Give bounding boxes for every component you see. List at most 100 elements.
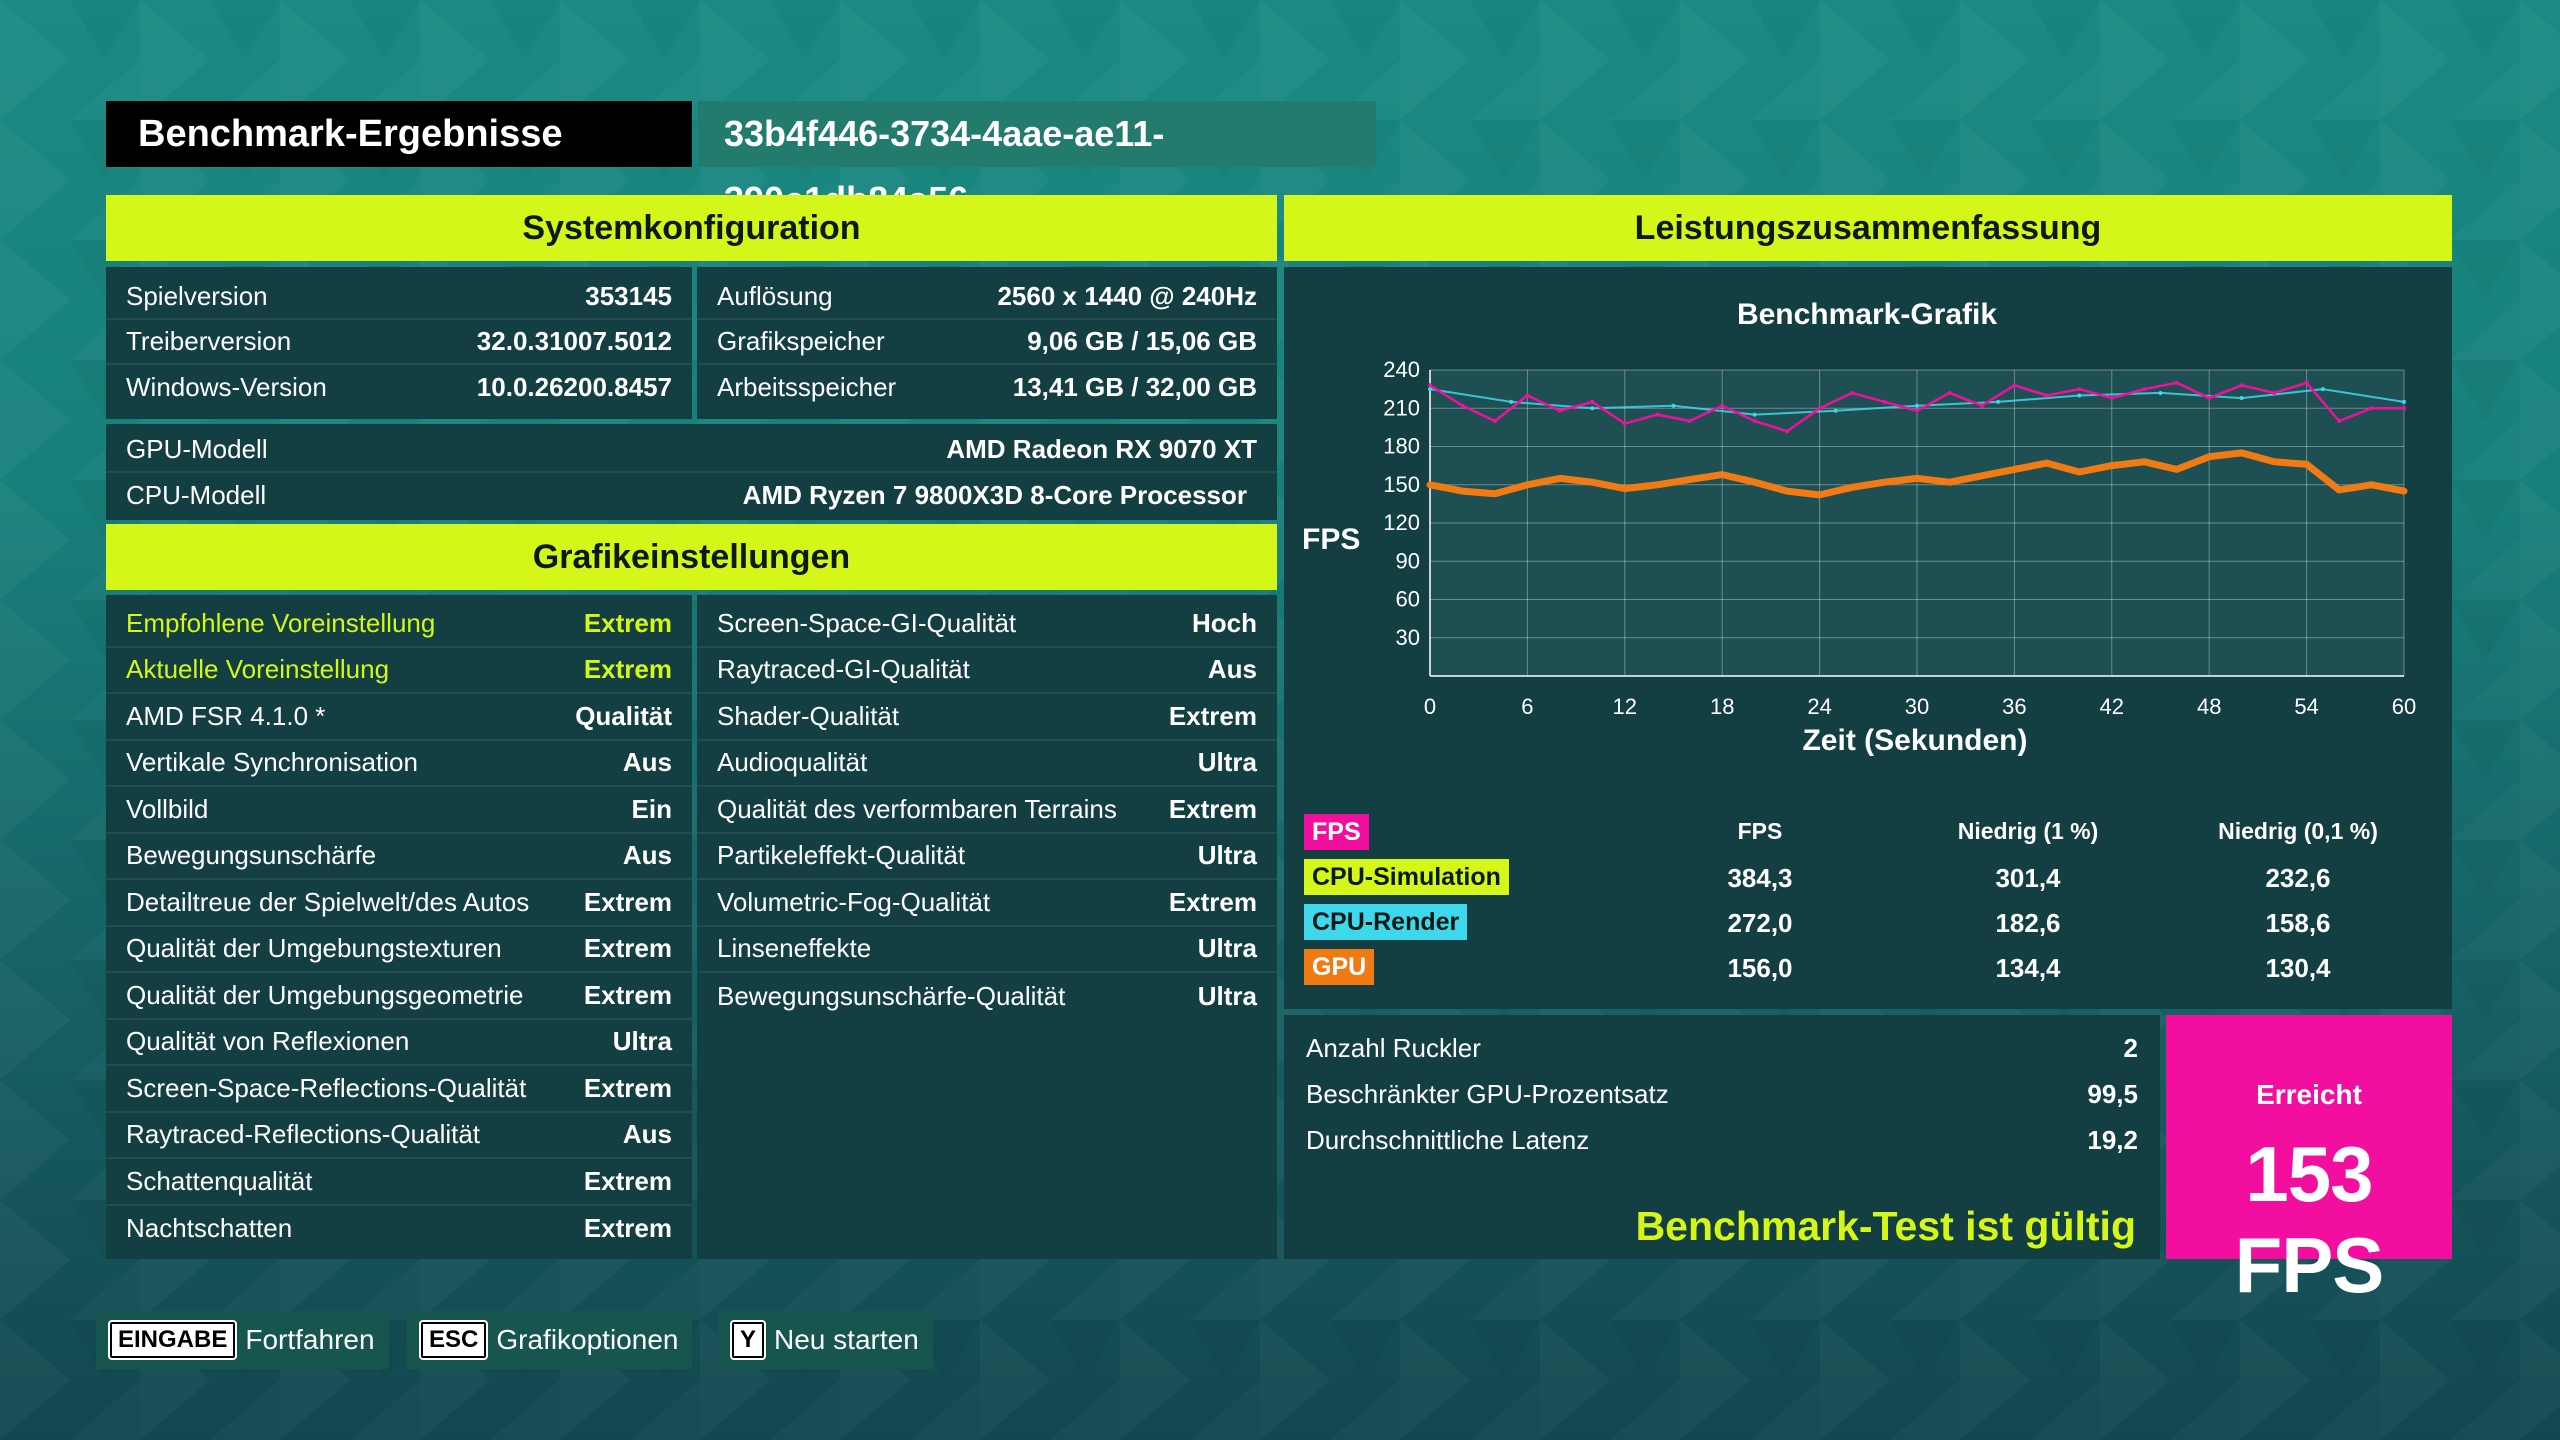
row-resolution: Auflösung 2560 x 1440 @ 240Hz [697,275,1277,320]
chart-x-tick-label: 6 [1521,694,1533,719]
continue-button[interactable]: EINGABE Fortfahren [96,1311,389,1369]
chart-y-tick-label: 150 [1383,472,1420,497]
series-point-fps [2272,390,2277,395]
series-point-gpu [1459,488,1466,495]
restart-label: Neu starten [774,1324,919,1355]
gpu-fps: 156,0 [1727,953,1793,983]
series-point-fps [2304,380,2309,385]
series-point-fps [1915,408,1919,413]
chart-x-tick-label: 18 [1710,694,1734,719]
series-point-gpu [1849,484,1856,491]
series-point-cpu-render [2402,399,2406,404]
chart-y-tick-label: 30 [1396,625,1420,650]
row-graphics-memory: Grafikspeicher 9,06 GB / 15,06 GB [697,320,1277,365]
series-point-gpu [1427,481,1433,488]
series-point-fps [1850,390,1855,395]
series-point-cpu-render [1509,399,1514,404]
col-header-fps: FPS [1737,818,1783,844]
stat-label-cpu-sim: CPU-Simulation [1304,859,1509,895]
row-ssr-quality: Screen-Space-Reflections-Qualität Extrem [106,1066,692,1113]
row-gpu-bound: Beschränkter GPU-Prozentsatz 99,5 [1306,1078,2138,1109]
col-header-low1: Niedrig (1 %) [1957,818,2099,844]
benchmark-id-box: 33b4f446-3734-4aae-ae11-390c1db84a56 [698,101,1376,220]
series-point-fps [1785,429,1790,434]
series-point-gpu [2011,466,2018,473]
chart-x-label: Zeit (Sekunden) [1802,724,2028,757]
series-point-fps [1525,393,1530,398]
row-audio-quality: Audioqualität Ultra [697,741,1277,787]
chart-x-tick-label: 54 [2294,694,2318,719]
chart-x-tick-label: 30 [1905,694,1929,719]
performance-heading: Leistungszusammenfassung [1284,195,2452,261]
legend-cpu-render: CPU-Render [1304,904,1468,940]
series-point-gpu [1654,481,1661,488]
series-point-fps [1590,399,1595,404]
row-ssgi-quality: Screen-Space-GI-Qualität Hoch [697,601,1277,648]
gpu-low01: 130,4 [2265,953,2331,983]
col-header-low01: Niedrig (0,1 %) [2218,818,2378,844]
row-system-memory: Arbeitsspeicher 13,41 GB / 32,00 GB [717,372,1257,402]
row-motion-blur: Bewegungsunschärfe Aus [106,834,692,880]
series-point-fps [2012,383,2017,388]
series-point-gpu [2108,462,2115,469]
row-reflections: Qualität von Reflexionen Ultra [106,1020,692,1066]
cpu-sim-low1: 301,4 [1995,863,2061,893]
series-point-gpu [1914,475,1920,482]
hardware-panel: GPU-Modell AMD Radeon RX 9070 XT CPU-Mode… [106,424,1277,520]
series-point-gpu [2206,453,2213,460]
row-gpu-model: GPU-Modell AMD Radeon RX 9070 XT [106,428,1277,473]
row-stutter-count: Anzahl Ruckler 2 [1306,1032,2138,1063]
series-point-fps [2337,419,2342,423]
chart-x-tick-label: 12 [1613,694,1637,719]
chart-y-label: FPS [1302,523,1361,556]
series-point-cpu-render [1428,387,1432,392]
cpu-sim-low01: 232,6 [2265,863,2331,893]
series-point-gpu [1751,479,1758,486]
chart-x-tick-label: 36 [2002,694,2026,719]
series-point-fps [1557,408,1562,413]
series-point-fps [1947,390,1952,395]
cpu-sim-fps: 384,3 [1727,863,1793,893]
row-game-version: Spielversion 353145 [106,275,692,320]
chart-x-tick-label: 0 [1424,694,1436,719]
enter-key-badge: EINGABE [107,1320,238,1360]
series-point-cpu-render [1590,406,1595,411]
series-point-fps [1752,419,1757,423]
graphics-options-button[interactable]: ESC Grafikoptionen [407,1311,693,1369]
series-point-gpu [1978,472,1985,479]
series-point-fps [1460,403,1465,408]
chart-x-tick-label: 60 [2392,694,2416,719]
cpu-render-low1: 182,6 [1995,908,2061,938]
series-point-cpu-render [2320,387,2325,392]
stat-label-cpu-render: CPU-Render [1304,904,1468,940]
series-point-gpu [2043,460,2050,467]
chart-y-tick-label: 120 [1383,510,1420,535]
row-rt-reflections: Raytraced-Reflections-Qualität Aus [106,1113,692,1159]
series-point-cpu-render [2158,390,2163,395]
system-right-panel: Auflösung 2560 x 1440 @ 240Hz Grafikspeic… [697,267,1277,419]
series-point-cpu-render [1671,403,1676,408]
series-point-cpu-render [1996,399,2001,404]
chart-plot-area [1430,370,2404,676]
chart-y-tick-label: 90 [1396,548,1420,573]
row-world-detail: Detailtreue der Spielwelt/des Autos Extre… [106,880,692,927]
legend-fps: FPS [1304,814,1369,850]
series-point-gpu [2238,449,2245,456]
series-point-fps [1817,406,1822,411]
series-point-gpu [1719,471,1726,478]
row-current-preset: Aktuelle Voreinstellung Extrem [106,648,692,694]
chart-y-tick-label: 60 [1396,587,1420,612]
row-recommended-preset: Empfohlene Voreinstellung Extrem [106,601,692,648]
series-point-fps [2402,406,2406,411]
chart-x-tick-label: 24 [1807,694,1831,719]
row-lens-effects: Linseneffekte Ultra [697,927,1277,973]
row-fullscreen: Vollbild Ein [106,787,692,834]
benchmark-chart: 0 6 12 18 24 30 36 42 48 54 60 30 60 90 120 150 180 210 24… [1383,357,2416,719]
chart-x-tick-label: 42 [2100,694,2124,719]
graphics-left-panel: Empfohlene Voreinstellung Extrem Aktuelle… [106,595,692,1259]
series-point-cpu-render [1833,408,1838,413]
achieved-fps-box: Erreicht 153 FPS [2166,1015,2452,1309]
series-point-gpu [2303,461,2310,468]
restart-button[interactable]: Y Neu starten [718,1311,933,1369]
row-avg-latency: Durchschnittliche Latenz 19,2 [1306,1124,2138,1155]
